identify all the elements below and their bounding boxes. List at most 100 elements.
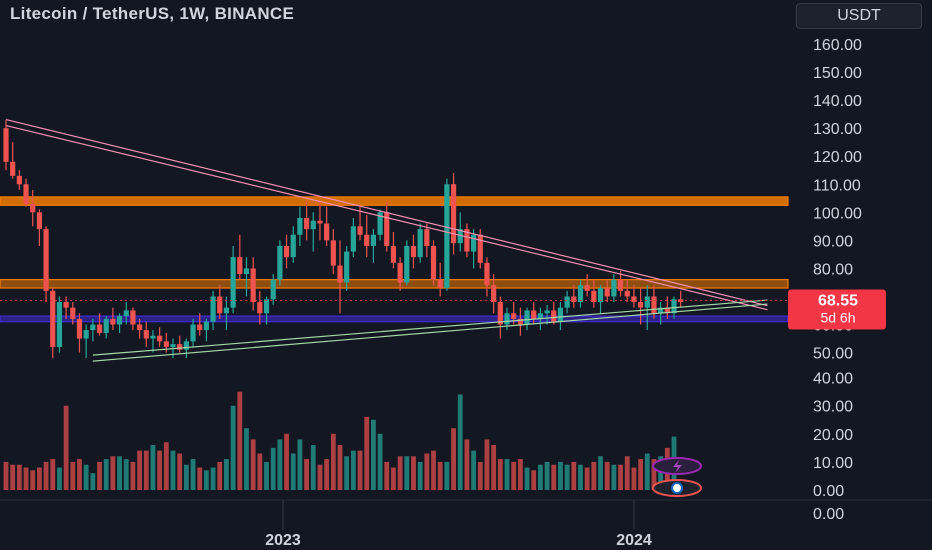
candle-body <box>324 223 330 241</box>
candle-body <box>304 217 310 230</box>
volume-bar <box>544 461 550 490</box>
volume-bar <box>497 459 503 490</box>
volume-bar <box>137 450 142 490</box>
candle-body <box>504 313 510 325</box>
candle-body <box>517 318 523 325</box>
volume-bar <box>224 459 229 490</box>
volume-bar <box>290 453 296 490</box>
candle-body <box>297 217 303 235</box>
volume-bar <box>611 464 617 490</box>
price-tick-label: 90.00 <box>813 233 853 250</box>
volume-bar <box>457 394 463 490</box>
volume-bar <box>3 461 9 490</box>
candle-body <box>337 265 343 283</box>
volume-tick-label: 0.00 <box>813 506 844 523</box>
volume-bar <box>130 461 136 490</box>
candle-body <box>564 296 570 308</box>
volume-bar <box>564 464 570 490</box>
candle-body <box>631 296 637 303</box>
candle-body <box>544 310 550 314</box>
candle-body <box>217 296 223 314</box>
volume-bar <box>304 459 309 490</box>
volume-bar <box>598 456 603 490</box>
volume-bar <box>624 456 630 490</box>
candle-body <box>116 316 123 325</box>
candle-body <box>611 279 617 297</box>
volume-bar <box>397 456 403 490</box>
volume-bar <box>437 461 443 490</box>
volume-bar <box>651 459 657 490</box>
volume-bar <box>277 439 283 490</box>
candle-body <box>344 251 350 283</box>
volume-bar <box>90 473 96 490</box>
volume-bar <box>584 467 590 490</box>
volume-bar <box>377 433 383 490</box>
currency-button[interactable]: USDT <box>796 3 922 29</box>
time-tick-label: 2024 <box>616 532 652 549</box>
candle-body <box>96 324 103 333</box>
volume-bar <box>571 461 577 490</box>
price-tick-label: 160.00 <box>813 37 862 54</box>
price-tick-label: 120.00 <box>813 149 862 166</box>
candle-body <box>430 245 437 280</box>
volume-bar <box>337 445 343 490</box>
candle-body <box>350 226 356 252</box>
candle-body <box>23 184 29 204</box>
candle-body <box>571 296 577 303</box>
price-tick-label: 100.00 <box>813 205 862 222</box>
volume-bar <box>644 453 650 490</box>
candle-body <box>377 212 383 235</box>
candle-body <box>644 296 650 308</box>
candle-body <box>491 285 497 303</box>
candle-body <box>197 324 203 331</box>
candle-body <box>551 310 557 322</box>
candle-body <box>658 307 664 314</box>
candle-body <box>497 302 503 325</box>
volume-bar <box>110 456 116 490</box>
volume-bar <box>83 464 89 490</box>
rising-trendline <box>92 299 768 356</box>
candle-body <box>3 128 9 162</box>
candle-body <box>310 220 316 230</box>
volume-bar <box>264 461 269 490</box>
price-tick-label: 150.00 <box>813 65 862 82</box>
volume-bar <box>384 461 390 490</box>
candle-body <box>283 245 290 258</box>
volume-bar <box>23 467 29 490</box>
volume-bar <box>16 464 22 490</box>
candle-body <box>210 296 216 322</box>
candle-body <box>370 234 376 246</box>
candle-body <box>384 212 390 246</box>
volume-bar <box>424 453 430 490</box>
candle-body <box>330 240 336 266</box>
candle-body <box>76 318 83 339</box>
us-flag-icon <box>671 482 683 494</box>
volume-bar <box>404 456 410 490</box>
candle-body <box>397 262 403 283</box>
volume-bar <box>484 439 490 490</box>
volume-bar <box>97 461 102 490</box>
price-tick-label: 130.00 <box>813 121 862 138</box>
volume-bar <box>638 459 643 490</box>
candle-body <box>130 310 136 325</box>
candle-body <box>137 324 143 331</box>
volume-bar <box>578 464 583 490</box>
volume-bar <box>63 405 69 490</box>
candle-body <box>230 257 236 308</box>
price-tick-label: 140.00 <box>813 93 862 110</box>
volume-bar <box>471 450 476 490</box>
volume-bar <box>477 461 483 490</box>
price-tick-label: 110.00 <box>813 177 861 194</box>
volume-bar <box>284 433 289 490</box>
volume-bar <box>344 456 350 490</box>
volume-bar <box>431 450 436 490</box>
volume-bar <box>631 467 637 490</box>
volume-bar <box>517 459 523 490</box>
volume-bar <box>604 461 610 490</box>
volume-bar <box>250 439 256 490</box>
candle-body <box>597 288 604 303</box>
candle-body <box>70 307 76 319</box>
volume-tick-label: 40.00 <box>813 371 853 388</box>
candle-body <box>103 318 109 333</box>
